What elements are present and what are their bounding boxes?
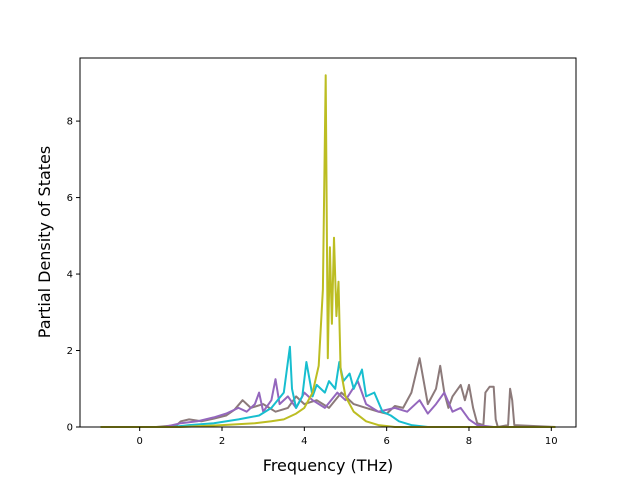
x-tick-label: 0 bbox=[136, 436, 142, 447]
series-line-1 bbox=[100, 357, 556, 428]
y-tick-label: 6 bbox=[67, 193, 73, 204]
x-tick-label: 6 bbox=[383, 436, 389, 447]
y-tick-label: 0 bbox=[67, 423, 73, 434]
series-line-3 bbox=[100, 345, 556, 428]
x-tick-label: 2 bbox=[219, 436, 225, 447]
y-tick-label: 4 bbox=[67, 270, 73, 281]
y-tick-label: 8 bbox=[67, 117, 73, 128]
y-axis-title: Partial Density of States bbox=[35, 146, 54, 338]
x-tick-label: 8 bbox=[466, 436, 472, 447]
plot-frame bbox=[79, 57, 577, 428]
y-tick-label: 2 bbox=[67, 346, 73, 357]
series-line-4 bbox=[100, 74, 556, 428]
series-layer bbox=[100, 74, 556, 428]
x-tick-label: 10 bbox=[545, 436, 558, 447]
ticks-layer: 0 2 4 6 8 10 0 2 4 6 8 bbox=[67, 117, 558, 447]
series-line-2 bbox=[100, 378, 556, 428]
x-axis-title: Frequency (THz) bbox=[263, 456, 393, 475]
x-tick-label: 4 bbox=[301, 436, 307, 447]
